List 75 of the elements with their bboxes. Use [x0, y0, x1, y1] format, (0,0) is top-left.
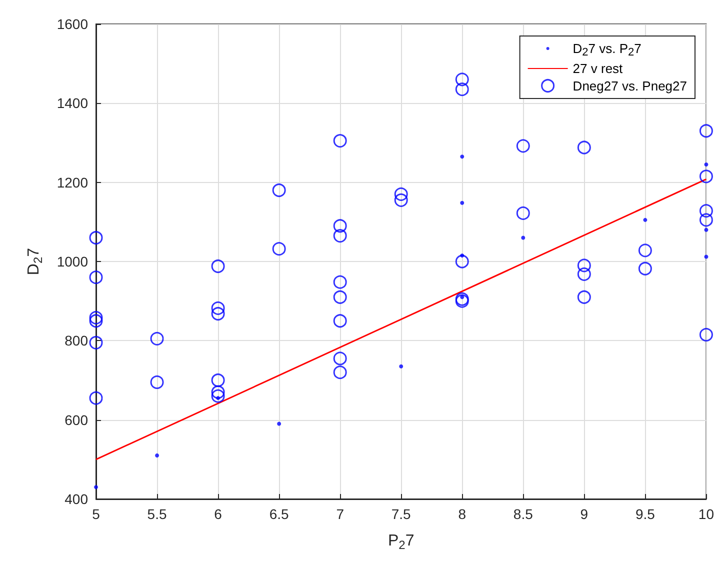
point [333, 314, 347, 328]
point [150, 375, 164, 389]
point [211, 260, 225, 273]
legend-label: 27 v rest [572, 61, 624, 76]
point [394, 193, 408, 207]
y-tick-label: 1200 [56, 174, 88, 190]
point [89, 391, 103, 405]
point [89, 231, 103, 244]
point [155, 453, 160, 458]
point [460, 254, 464, 258]
point [699, 204, 713, 218]
point [272, 184, 286, 197]
point [638, 244, 652, 258]
y-axis-title: D27 [26, 248, 45, 276]
point [272, 242, 286, 256]
point [521, 236, 526, 240]
y-tick-label: 1000 [56, 254, 88, 270]
point [333, 275, 347, 289]
x-tick-label: 5 [92, 506, 100, 522]
point [89, 314, 103, 328]
point [211, 389, 225, 403]
point [333, 219, 347, 233]
point [699, 170, 713, 184]
point [399, 364, 404, 368]
point [89, 270, 103, 284]
point [89, 310, 103, 324]
point [577, 290, 591, 304]
point [704, 228, 708, 232]
point [704, 162, 708, 167]
point [455, 82, 469, 96]
point [643, 218, 648, 222]
y-tick-label: 400 [64, 491, 88, 507]
point [516, 206, 530, 220]
point [699, 328, 713, 342]
point [333, 352, 347, 366]
point [333, 134, 347, 148]
point [699, 124, 713, 138]
point [333, 229, 347, 243]
point [516, 139, 530, 153]
point [704, 254, 708, 259]
point [333, 366, 347, 380]
point [333, 290, 347, 304]
point [211, 307, 225, 320]
point [394, 187, 408, 201]
x-tick-label: 8.5 [513, 506, 534, 522]
point [211, 374, 225, 387]
x-tick-label: 10 [698, 506, 714, 522]
y-tick-label: 800 [64, 332, 88, 349]
point [460, 154, 464, 159]
point [89, 336, 103, 350]
point [699, 213, 713, 227]
legend-label: Dneg27 vs. Pneg27 [572, 78, 688, 94]
x-tick-label: 5.5 [147, 506, 167, 522]
point [577, 140, 591, 154]
x-tick-label: 8 [458, 506, 466, 522]
point [277, 422, 282, 426]
x-tick-label: 7 [336, 506, 344, 522]
x-tick-label: 9 [580, 506, 588, 522]
point [460, 200, 464, 205]
y-tick-label: 600 [64, 412, 88, 428]
point [638, 262, 652, 276]
y-tick-label: 1600 [56, 16, 88, 32]
x-tick-label: 6 [214, 506, 222, 522]
point [94, 485, 98, 490]
point [211, 301, 225, 315]
point [577, 258, 591, 272]
point [455, 254, 469, 268]
point [150, 332, 164, 346]
x-tick-label: 7.5 [391, 506, 412, 522]
point [455, 72, 469, 86]
point [577, 267, 591, 281]
x-tick-label: 9.5 [635, 506, 656, 522]
point [211, 385, 225, 399]
y-tick-label: 1400 [56, 95, 88, 112]
x-tick-label: 6.5 [269, 506, 290, 522]
